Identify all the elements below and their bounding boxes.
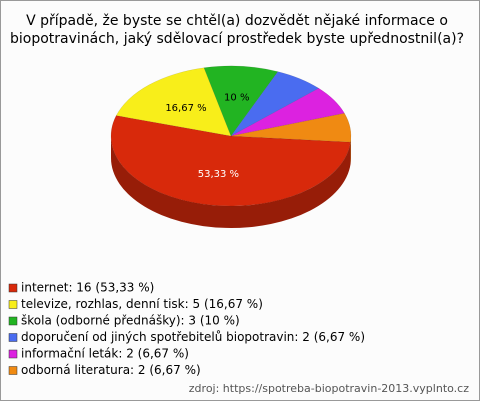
legend-swatch (8, 300, 18, 309)
pie-slice (230, 71, 320, 137)
legend-swatch (8, 349, 18, 359)
legend-swatch (8, 316, 18, 326)
slice-label: 10 % (224, 93, 249, 104)
legend-label: informační leták: 2 (6,67 %) (21, 347, 189, 361)
source: zdroj: https://spotreba-biopotravin-2013… (189, 382, 469, 395)
pie-slice (230, 112, 352, 143)
legend-label: doporučení od jiných spotřebitelů biopot… (21, 330, 365, 344)
pie-slice (110, 115, 351, 207)
legend-label: internet: 16 (53,33 %) (21, 281, 154, 295)
legend-label: škola (odborné přednášky): 3 (10 %) (21, 314, 240, 328)
legend-swatch (8, 366, 18, 375)
slice-label: 53,33 % (198, 169, 239, 180)
pie-slice (230, 87, 345, 137)
slice-side (111, 136, 351, 229)
legend-swatch (8, 283, 18, 293)
legend-label: odborná literatura: 2 (6,67 %) (21, 363, 201, 377)
legend-swatch (8, 333, 18, 342)
slice-label: 16,67 % (165, 103, 206, 114)
chart-title: V případě, že byste se chtěl(a) dozvědět… (10, 13, 464, 47)
pie-slice (115, 67, 232, 137)
pie-slice (203, 65, 279, 137)
legend-label: televize, rozhlas, denní tisk: 5 (16,67 … (21, 297, 263, 311)
